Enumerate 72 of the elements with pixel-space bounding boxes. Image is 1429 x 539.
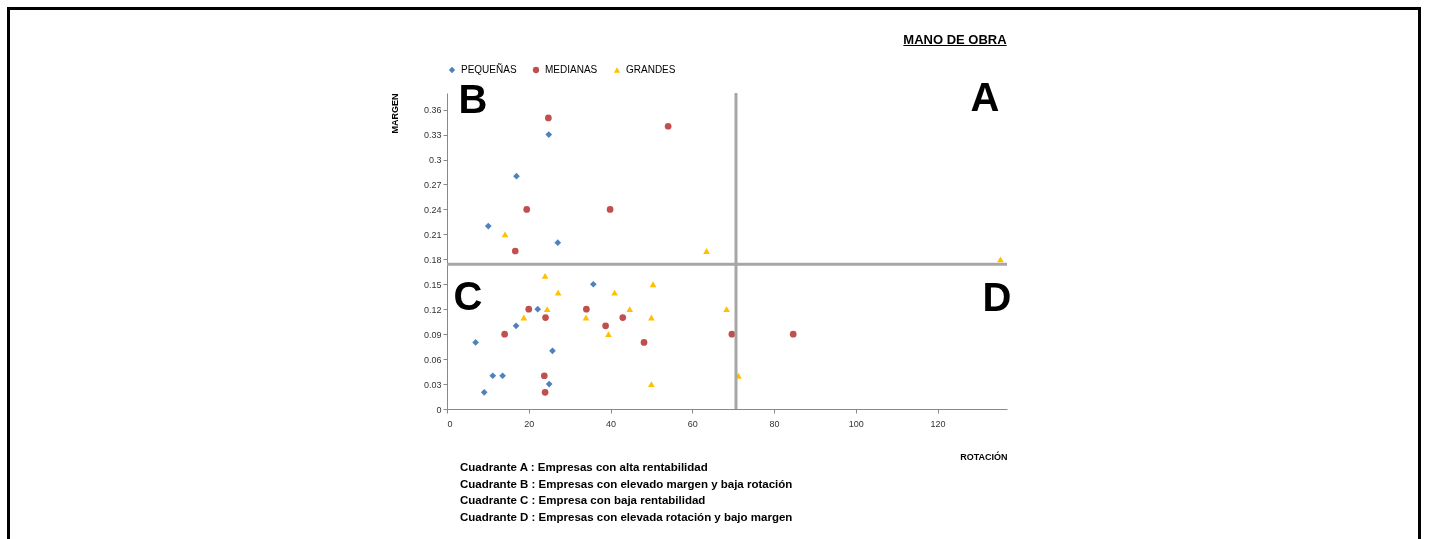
y-tick-label: 0.21 bbox=[423, 229, 442, 240]
point bbox=[997, 256, 1004, 263]
point bbox=[501, 231, 509, 238]
point bbox=[619, 314, 627, 321]
text: Cuadrante C : Empresa con baja rentabilidad bbox=[460, 493, 707, 508]
annotation: D bbox=[982, 275, 1012, 319]
point bbox=[541, 389, 549, 396]
point bbox=[472, 339, 479, 346]
point bbox=[523, 206, 531, 213]
point bbox=[511, 247, 519, 255]
text: Cuadrante A : Empresas con alta rentabilidad bbox=[460, 460, 709, 475]
y-tick-label: 0 bbox=[436, 404, 442, 415]
point bbox=[489, 372, 497, 380]
x-tick-label: 80 bbox=[769, 418, 780, 429]
point bbox=[501, 330, 508, 338]
point bbox=[589, 280, 597, 288]
point bbox=[554, 239, 562, 247]
point bbox=[703, 248, 710, 254]
point bbox=[543, 306, 551, 313]
y-tick-label: 0.27 bbox=[423, 179, 442, 190]
point bbox=[626, 306, 634, 313]
annotation: A bbox=[970, 75, 1000, 119]
y-tick-label: 0.12 bbox=[423, 304, 442, 315]
y-tick-label: 0.06 bbox=[423, 354, 442, 365]
point bbox=[649, 281, 657, 288]
x-tick-label: 120 bbox=[930, 418, 946, 429]
point bbox=[545, 131, 553, 138]
point bbox=[540, 372, 548, 380]
point bbox=[545, 380, 553, 388]
y-tick-label: 0.33 bbox=[423, 130, 442, 141]
legend-label: GRANDES bbox=[626, 64, 676, 75]
y-tick-label: 0.15 bbox=[423, 279, 442, 290]
point bbox=[606, 206, 614, 213]
text: Cuadrante B : Empresas con elevado margen y baja rotación bbox=[460, 476, 793, 492]
legend-label: PEQUEÑAS bbox=[461, 63, 517, 75]
x-tick-label: 0 bbox=[447, 418, 453, 429]
x-tick-label: 100 bbox=[848, 418, 864, 429]
point bbox=[640, 339, 648, 346]
x-tick-label: 40 bbox=[606, 418, 617, 429]
x-axis-title: ROTACIÓN bbox=[960, 450, 1008, 462]
x-tick-label: 60 bbox=[687, 418, 698, 429]
point bbox=[512, 322, 520, 330]
x-tick-label: 20 bbox=[524, 418, 535, 429]
annotation: B bbox=[458, 77, 488, 121]
y-tick-label: 0.3 bbox=[428, 155, 442, 166]
point bbox=[542, 314, 549, 321]
point bbox=[602, 322, 609, 330]
y-tick-label: 0.36 bbox=[423, 105, 442, 116]
point bbox=[484, 222, 492, 230]
y-tick-label: 0.03 bbox=[423, 379, 442, 390]
y-tick-label: 0.09 bbox=[423, 329, 442, 340]
annotation: C bbox=[453, 274, 483, 318]
y-tick-label: 0.24 bbox=[423, 204, 442, 215]
point bbox=[541, 273, 549, 279]
text: Cuadrante D : Empresas con elevada rotación y bajo margen bbox=[460, 509, 793, 525]
point bbox=[499, 372, 506, 380]
point bbox=[545, 114, 552, 122]
point bbox=[648, 381, 655, 387]
point bbox=[480, 389, 488, 396]
point bbox=[549, 347, 556, 355]
point bbox=[513, 172, 520, 180]
point bbox=[583, 305, 590, 313]
legend-label: MEDIANAS bbox=[545, 64, 598, 75]
y-axis-title: MARGEN bbox=[389, 93, 400, 134]
chart-title: MANO DE OBRA bbox=[902, 32, 1008, 47]
point bbox=[605, 331, 612, 338]
point bbox=[525, 305, 533, 313]
point bbox=[664, 122, 672, 130]
y-tick-label: 0.18 bbox=[423, 254, 442, 265]
point bbox=[723, 306, 730, 313]
point bbox=[534, 305, 542, 313]
point bbox=[789, 330, 797, 338]
